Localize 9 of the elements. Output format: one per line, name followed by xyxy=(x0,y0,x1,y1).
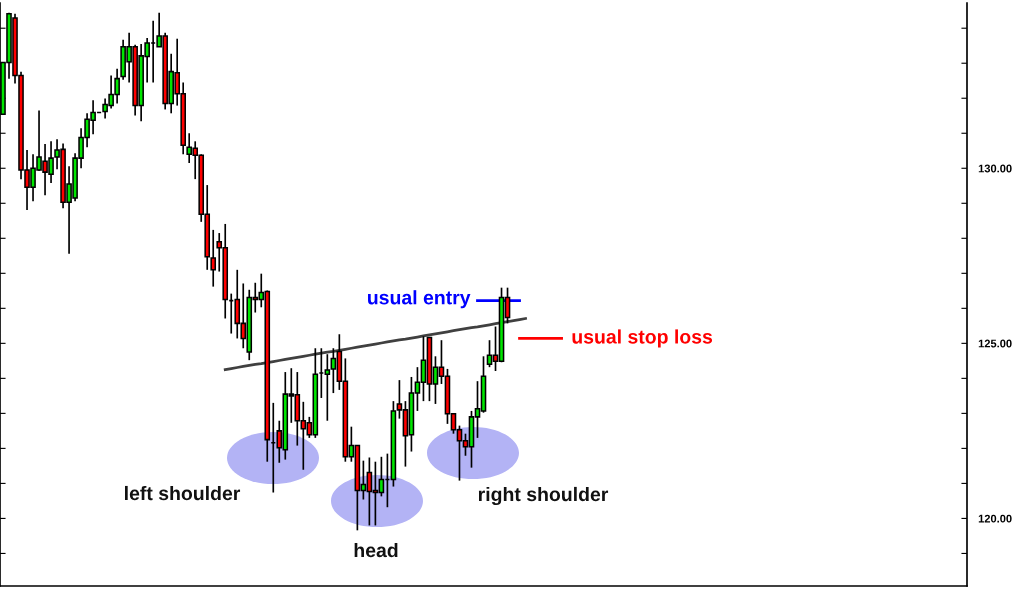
annotation: right shoulder xyxy=(478,486,609,506)
annotation: head xyxy=(354,542,398,558)
y-tick-label: 125.00 xyxy=(978,339,1012,348)
y-tick-label: 120.00 xyxy=(978,514,1012,523)
annotation: left shoulder xyxy=(125,485,241,501)
line-series xyxy=(223,317,527,371)
y-tick-label: 130.00 xyxy=(978,164,1012,173)
series-label: usual entry xyxy=(368,290,471,309)
series-label: usual stop loss xyxy=(572,329,713,348)
